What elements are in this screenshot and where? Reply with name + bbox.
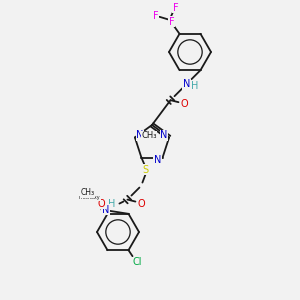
Text: N: N: [183, 79, 190, 89]
Text: Cl: Cl: [133, 257, 142, 267]
Text: N: N: [154, 154, 161, 165]
Text: S: S: [142, 165, 148, 175]
Text: H: H: [191, 81, 198, 91]
Text: N: N: [102, 205, 109, 214]
Text: N: N: [136, 130, 144, 140]
Text: O: O: [138, 199, 145, 208]
Text: O: O: [98, 199, 105, 209]
Text: H: H: [108, 199, 115, 208]
Text: N: N: [160, 130, 168, 140]
Text: O: O: [181, 99, 188, 109]
Text: methoxy: methoxy: [79, 195, 100, 200]
Text: CH₃: CH₃: [80, 188, 94, 197]
Text: CH₃: CH₃: [141, 131, 157, 140]
Text: F: F: [173, 3, 178, 13]
Text: F: F: [153, 11, 158, 21]
Text: F: F: [169, 17, 174, 27]
